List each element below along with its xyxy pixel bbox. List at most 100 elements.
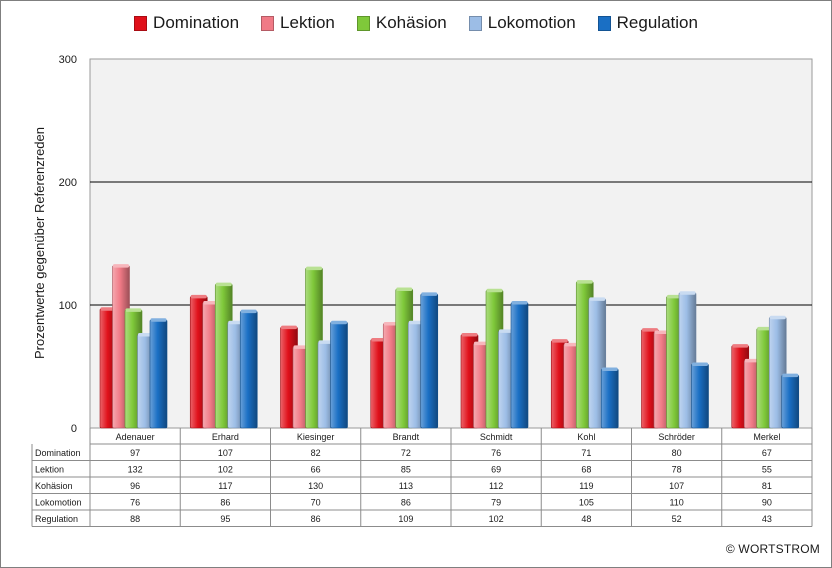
legend-label: Domination xyxy=(153,13,240,32)
table-cell: 86 xyxy=(401,498,411,508)
y-tick-label: 200 xyxy=(59,177,77,189)
table-cell: 85 xyxy=(401,465,411,475)
table-cell: 109 xyxy=(398,514,413,524)
bar-cap xyxy=(113,264,129,268)
bar-erhard-regulation xyxy=(239,310,258,429)
table-cell: 52 xyxy=(672,514,682,524)
table-cell: 80 xyxy=(672,448,682,458)
legend-item-lektion: Lektion xyxy=(261,13,335,33)
bar-cap xyxy=(642,328,658,332)
table-cell: 95 xyxy=(220,514,230,524)
legend-item-regulation: Regulation xyxy=(597,13,698,33)
bar-cap xyxy=(281,325,297,330)
table-cell: 67 xyxy=(762,448,772,458)
bar-cap xyxy=(331,320,347,325)
table-cell: 105 xyxy=(579,498,594,508)
bar-cap xyxy=(190,294,207,299)
table-cell: 107 xyxy=(669,481,684,491)
bar-cap xyxy=(589,297,606,301)
legend-label: Kohäsion xyxy=(375,13,447,32)
legend-swatch xyxy=(468,15,482,31)
table-cell: 96 xyxy=(130,481,140,491)
bar-cap xyxy=(486,288,503,293)
data-table: Adenauer Erhard Kiesinger Brandt Schmidt Kohl… xyxy=(31,428,813,527)
x-tick-label: Kohl xyxy=(577,432,595,442)
bar-cap xyxy=(306,266,322,271)
bar-cap xyxy=(769,315,786,320)
table-cell: 102 xyxy=(218,465,233,475)
table-cell: 110 xyxy=(669,498,683,508)
bar-merkel-regulation xyxy=(781,374,800,429)
legend-swatch xyxy=(261,15,275,31)
table-cell: 72 xyxy=(401,448,411,458)
y-tick-label: 0 xyxy=(71,423,77,435)
bar-cap xyxy=(551,339,568,343)
table-cell: 68 xyxy=(581,465,591,475)
table-cell: 97 xyxy=(130,448,140,458)
legend: Domination Lektion Kohäsion Lokomotion Regul… xyxy=(0,10,832,36)
bar-adenauer-regulation xyxy=(149,319,168,429)
table-cell: 81 xyxy=(762,481,772,491)
table-cell: 130 xyxy=(308,481,323,491)
table-cell: 69 xyxy=(491,465,501,475)
bars xyxy=(99,264,800,429)
table-cell: 88 xyxy=(130,514,140,524)
legend-item-kohaesion: Kohäsion xyxy=(356,13,447,33)
legend-swatch xyxy=(597,15,611,31)
bar-cap xyxy=(240,309,257,314)
x-tick-label: Merkel xyxy=(753,432,780,442)
x-tick-label: Brandt xyxy=(393,432,420,442)
legend-item-domination: Domination xyxy=(134,13,239,33)
x-tick-label: Schröder xyxy=(658,432,695,442)
table-cell: 90 xyxy=(762,498,772,508)
bar-kiesinger-regulation xyxy=(330,321,348,429)
x-tick-label: Schmidt xyxy=(480,432,513,442)
bar-brandt-regulation xyxy=(420,293,439,429)
table-cell: 43 xyxy=(762,514,772,524)
table-row-label: Regulation xyxy=(35,514,78,524)
bar-cap xyxy=(576,280,593,284)
y-axis-label: Prozentwerte gegenüber Referenzreden xyxy=(32,127,47,359)
table-cell: 86 xyxy=(220,498,230,508)
bar-cap xyxy=(782,373,799,378)
legend-label: Regulation xyxy=(616,13,698,32)
table-cell: 86 xyxy=(311,514,321,524)
table-cell: 76 xyxy=(130,498,140,508)
table-row-label: Kohäsion xyxy=(35,481,73,491)
bar-cap xyxy=(396,287,413,292)
table-cell: 132 xyxy=(128,465,143,475)
bar-cap xyxy=(732,344,749,348)
y-tick-label: 100 xyxy=(59,300,77,312)
bar-cap xyxy=(421,292,438,296)
table-cell: 66 xyxy=(311,465,321,475)
bar-cap xyxy=(511,301,528,305)
x-tick-label: Erhard xyxy=(212,432,239,442)
table-cell: 71 xyxy=(581,448,591,458)
bar-cap xyxy=(461,333,478,337)
bar-cap xyxy=(215,282,232,287)
table-cell: 107 xyxy=(218,448,233,458)
table-cell: 78 xyxy=(672,465,682,475)
legend-label: Lektion xyxy=(280,13,335,32)
table-cell: 48 xyxy=(581,514,591,524)
y-axis-ticks: 0 100 200 300 xyxy=(59,54,77,435)
legend-swatch xyxy=(134,15,148,31)
y-tick-label: 300 xyxy=(59,54,77,66)
table-cell: 102 xyxy=(489,514,504,524)
bar-cap xyxy=(125,308,142,312)
table-cell: 112 xyxy=(489,481,503,491)
bar-cap xyxy=(679,291,696,295)
bar-cap xyxy=(692,362,708,367)
bar-kohl-regulation xyxy=(600,368,619,429)
table-cell: 70 xyxy=(311,498,321,508)
table-cell: 79 xyxy=(491,498,501,508)
bar-cap xyxy=(601,367,618,371)
table-cell: 55 xyxy=(762,465,772,475)
table-row-label: Lektion xyxy=(35,465,64,475)
x-tick-label: Kiesinger xyxy=(297,432,335,442)
bar-schroeder-regulation xyxy=(691,363,709,429)
table-row-label: Lokomotion xyxy=(35,498,82,508)
table-row-label: Domination xyxy=(35,448,81,458)
bar-schmidt-regulation xyxy=(510,302,529,429)
